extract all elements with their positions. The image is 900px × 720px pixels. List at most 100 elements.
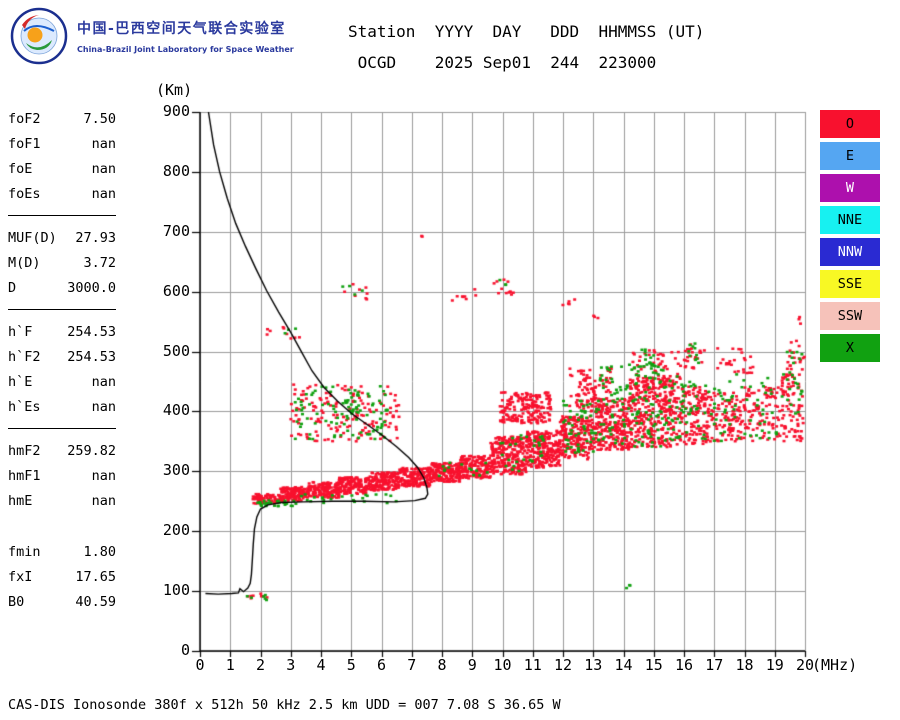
- x-tick-label: 4: [316, 656, 326, 674]
- y-tick-label: 300: [162, 461, 190, 480]
- param-row-hes: h`Es nan: [8, 394, 116, 419]
- param-label: fmin: [8, 543, 41, 560]
- legend-label: E: [845, 148, 855, 164]
- param-row-fof2: foF2 7.50: [8, 106, 116, 131]
- param-row-md: M(D) 3.72: [8, 250, 116, 275]
- param-label: foEs: [8, 185, 41, 202]
- x-tick-label: 1: [225, 656, 235, 674]
- param-value: 27.93: [75, 229, 116, 246]
- lab-titles: 中国-巴西空间天气联合实验室 China-Brazil Joint Labora…: [77, 18, 294, 54]
- param-value: 1.80: [83, 543, 116, 560]
- param-row-hmf1: hmF1 nan: [8, 463, 116, 488]
- y-tick-label: 100: [162, 581, 190, 600]
- y-tick-label: 800: [162, 161, 190, 180]
- x-tick-label: 5: [346, 656, 356, 674]
- y-tick-label: 400: [162, 401, 190, 420]
- footer-status-line: CAS-DIS Ionosonde 380f x 512h 50 kHz 2.5…: [8, 697, 561, 713]
- x-tick-label: 15: [644, 656, 663, 674]
- param-label: hmF1: [8, 467, 41, 484]
- legend-item-nne: NNE: [820, 206, 880, 234]
- param-row-hf2: h`F2 254.53: [8, 344, 116, 369]
- param-row-foe: foE nan: [8, 156, 116, 181]
- param-label: h`Es: [8, 398, 41, 415]
- param-label: hmE: [8, 492, 33, 509]
- legend-item-nnw: NNW: [820, 238, 880, 266]
- param-row-fxi: fxI 17.65: [8, 564, 116, 589]
- param-label: D: [8, 279, 17, 296]
- param-value: nan: [91, 467, 116, 484]
- param-row-foes: foEs nan: [8, 181, 116, 206]
- x-tick-label: 18: [735, 656, 754, 674]
- param-value: 40.59: [75, 593, 116, 610]
- station-values-row: OCGD 2025 Sep01 244 223000: [348, 53, 657, 72]
- station-header: Station YYYY DAY DDD HHMMSS (UT) OCGD 20…: [348, 16, 704, 78]
- param-label: hmF2: [8, 442, 41, 459]
- param-value: 254.53: [67, 323, 116, 340]
- param-value: 3000.0: [67, 279, 116, 296]
- x-tick-label: 11: [523, 656, 542, 674]
- param-value: nan: [91, 135, 116, 152]
- x-tick-label: 19: [765, 656, 784, 674]
- x-tick-label: 7: [407, 656, 417, 674]
- param-value: nan: [91, 492, 116, 509]
- x-tick-label: 12: [553, 656, 573, 674]
- legend-label: NNW: [837, 244, 863, 260]
- lab-logo-icon: [10, 7, 68, 65]
- param-value: nan: [91, 398, 116, 415]
- lab-title-english: China-Brazil Joint Laboratory for Space …: [77, 45, 294, 54]
- y-tick-label: 700: [162, 221, 190, 240]
- param-row-hf: h`F 254.53: [8, 319, 116, 344]
- param-row-fof1: foF1 nan: [8, 131, 116, 156]
- y-tick-label: 0: [180, 641, 190, 659]
- param-value: 7.50: [83, 110, 116, 127]
- x-tick-label: 13: [584, 656, 603, 674]
- param-divider: [8, 428, 116, 429]
- param-label: h`F: [8, 323, 33, 340]
- param-row-he: h`E nan: [8, 369, 116, 394]
- legend-item-x: X: [820, 334, 880, 362]
- param-value: nan: [91, 185, 116, 202]
- x-tick-label: 14: [614, 656, 633, 674]
- echo-mode-legend: O E W NNE NNW SSE SSW X: [820, 110, 880, 366]
- param-divider: [8, 215, 116, 216]
- param-label: M(D): [8, 254, 41, 271]
- legend-item-sse: SSE: [820, 270, 880, 298]
- param-label: foF2: [8, 110, 41, 127]
- param-label: MUF(D): [8, 229, 57, 246]
- ionogram-plot: [130, 80, 830, 680]
- x-tick-label: 16: [674, 656, 694, 674]
- station-header-row: Station YYYY DAY DDD HHMMSS (UT): [348, 22, 705, 41]
- y-tick-label: 900: [162, 102, 190, 120]
- x-tick-label: 6: [376, 656, 387, 674]
- legend-label: O: [845, 116, 855, 132]
- param-value: nan: [91, 160, 116, 177]
- legend-label: W: [845, 180, 855, 196]
- param-label: h`E: [8, 373, 33, 390]
- param-row-b0: B0 40.59: [8, 589, 116, 614]
- x-tick-label: 0: [195, 656, 205, 674]
- legend-item-o: O: [820, 110, 880, 138]
- legend-label: NNE: [837, 212, 863, 228]
- x-tick-label: 2: [255, 656, 266, 674]
- param-value: 17.65: [75, 568, 116, 585]
- legend-item-w: W: [820, 174, 880, 202]
- param-row-d: D 3000.0: [8, 275, 116, 300]
- x-tick-label: 17: [705, 656, 724, 674]
- y-tick-label: 500: [162, 341, 190, 360]
- legend-label: X: [845, 340, 855, 356]
- lab-title-chinese: 中国-巴西空间天气联合实验室: [77, 21, 286, 37]
- param-label: foE: [8, 160, 33, 177]
- param-row-mufd: MUF(D) 27.93: [8, 225, 116, 250]
- param-gap: [8, 513, 116, 539]
- x-tick-label: 20: [795, 656, 815, 674]
- param-label: B0: [8, 593, 25, 610]
- param-label: fxI: [8, 568, 33, 585]
- legend-label: SSE: [837, 276, 863, 292]
- y-tick-label: 200: [162, 521, 190, 540]
- param-label: h`F2: [8, 348, 41, 365]
- param-value: 3.72: [83, 254, 116, 271]
- lab-logo-block: 中国-巴西空间天气联合实验室 China-Brazil Joint Labora…: [10, 7, 294, 65]
- param-value: nan: [91, 373, 116, 390]
- param-label: foF1: [8, 135, 41, 152]
